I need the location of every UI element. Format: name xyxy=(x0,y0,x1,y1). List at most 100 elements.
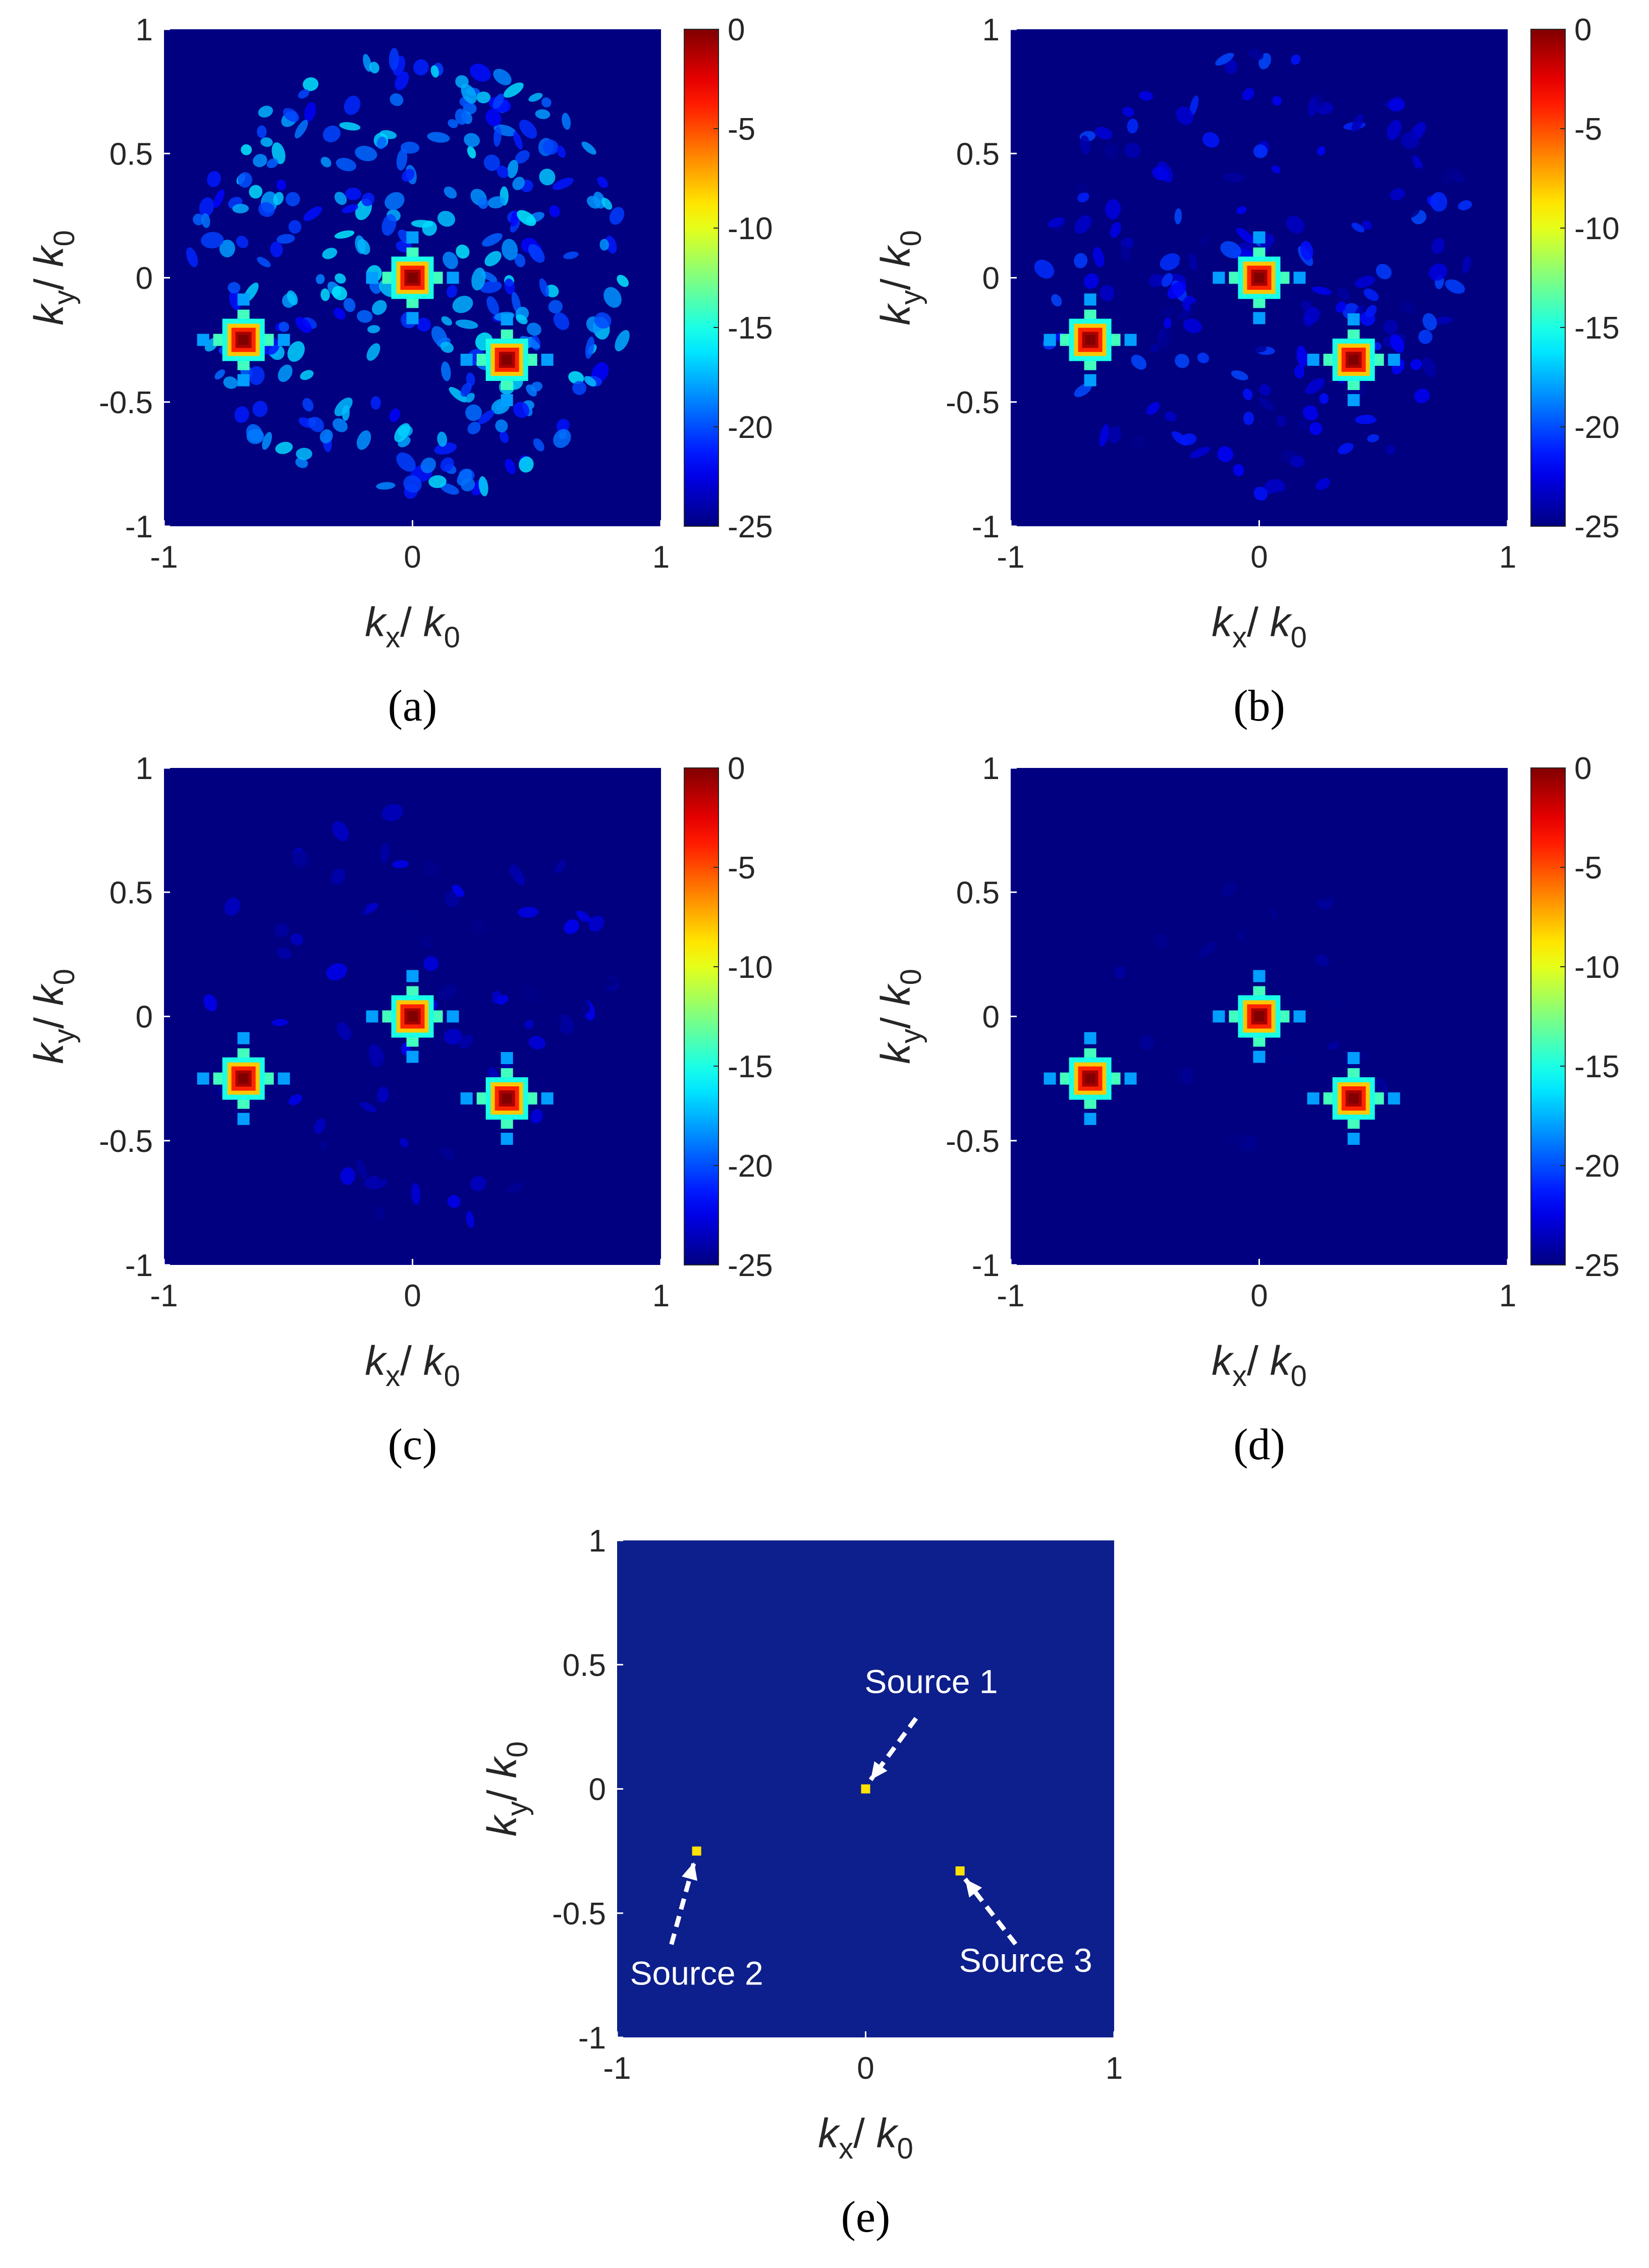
sidelobe-mark xyxy=(1288,988,1298,999)
sidelobe-mark xyxy=(1366,159,1380,169)
x-tick-label: -1 xyxy=(603,2051,631,2086)
sidelobe-mark xyxy=(512,177,525,190)
sidelobe-mark xyxy=(286,192,300,206)
sidelobe-mark xyxy=(1243,1100,1259,1116)
sidelobe-mark xyxy=(1337,288,1350,301)
peak-3 xyxy=(460,1052,554,1145)
sidelobe-mark xyxy=(1302,405,1319,421)
sidelobe-mark xyxy=(1243,389,1253,401)
sidelobe-mark xyxy=(608,1063,625,1079)
colorbar: 0 -5 -10 -15 -20 -25 xyxy=(684,751,773,1283)
sidelobe-mark xyxy=(528,93,543,102)
sidelobe-mark xyxy=(400,1137,409,1148)
sidelobe-mark xyxy=(1249,881,1268,893)
colorbar-tick-label: -10 xyxy=(1574,211,1620,246)
sidelobe-mark xyxy=(1430,192,1448,212)
sidelobe-mark xyxy=(411,1109,424,1132)
peak-sidelobe xyxy=(447,271,459,284)
sidelobe-mark xyxy=(599,978,617,987)
source-1: Source 1 xyxy=(861,1663,998,1794)
sidelobe-mark xyxy=(1074,253,1088,268)
sidelobe-mark xyxy=(533,438,544,452)
sidelobe-mark xyxy=(340,1167,355,1185)
sidelobe-mark xyxy=(1202,132,1220,148)
sidelobe-mark xyxy=(1370,1010,1389,1024)
heatmap-layer xyxy=(1043,869,1400,1158)
sidelobe-mark xyxy=(201,232,224,249)
sidelobe-mark xyxy=(1190,1027,1202,1042)
peak-core xyxy=(1348,355,1359,365)
sidelobe-mark xyxy=(492,93,504,109)
sidelobe-mark xyxy=(1309,422,1323,435)
sidelobe-mark xyxy=(1190,447,1211,459)
sidelobe-mark xyxy=(274,923,289,937)
sidelobe-mark xyxy=(390,93,404,106)
heatmap-layer xyxy=(197,804,625,1228)
sidelobe-mark xyxy=(304,102,316,122)
sidelobe-mark xyxy=(361,192,375,206)
sidelobe-mark xyxy=(270,241,283,257)
sidelobe-mark xyxy=(384,192,405,210)
sidelobe-mark xyxy=(1160,991,1173,1005)
sidelobe-mark xyxy=(539,278,549,297)
peak-core xyxy=(502,355,512,365)
sidelobe-mark xyxy=(293,1169,306,1177)
sidelobe-mark xyxy=(1242,88,1254,100)
sidelobe-mark xyxy=(1222,881,1237,897)
sidelobe-mark xyxy=(1292,907,1309,921)
sidelobe-mark xyxy=(395,71,409,90)
y-axis-label: ky/ k0 xyxy=(26,969,81,1064)
peak-sidelobe xyxy=(278,1072,290,1085)
sidelobe-mark xyxy=(1290,456,1305,468)
sidelobe-mark xyxy=(1219,1080,1229,1098)
sidelobe-mark xyxy=(1292,869,1304,881)
sidelobe-mark xyxy=(275,441,293,454)
sidelobe-mark xyxy=(1199,1139,1210,1151)
sidelobe-mark xyxy=(207,171,221,188)
y-tick-label: 0.5 xyxy=(563,1648,606,1683)
sidelobe-mark xyxy=(465,393,475,403)
sidelobe-mark xyxy=(478,476,488,496)
sidelobe-mark xyxy=(400,1165,414,1180)
sidelobe-mark xyxy=(1376,263,1392,280)
sidelobe-mark xyxy=(373,863,392,883)
sidelobe-mark xyxy=(1146,402,1160,415)
sidelobe-mark xyxy=(465,404,482,421)
sidelobe-mark xyxy=(517,210,536,226)
sidelobe-mark xyxy=(437,210,456,227)
sidelobe-mark xyxy=(1342,906,1358,922)
sidelobe-mark xyxy=(497,165,509,178)
sidelobe-mark xyxy=(1388,98,1405,112)
sidelobe-mark xyxy=(1297,418,1309,430)
sidelobe-mark xyxy=(479,281,502,294)
sidelobe-mark xyxy=(528,244,545,263)
y-axis-label: ky/ k0 xyxy=(873,230,927,325)
sidelobe-mark xyxy=(284,1000,302,1015)
sidelobe-mark xyxy=(1279,1055,1297,1066)
sidelobe-mark xyxy=(1315,954,1330,967)
sidelobe-mark xyxy=(357,1021,376,1036)
sidelobe-mark xyxy=(423,956,439,971)
sidelobe-mark xyxy=(1291,1145,1306,1158)
sidelobe-mark xyxy=(1235,1039,1253,1055)
sidelobe-mark xyxy=(1317,146,1326,156)
sidelobe-mark xyxy=(1167,953,1179,965)
sidelobe-mark xyxy=(493,69,512,85)
sidelobe-mark xyxy=(1347,922,1358,935)
sidelobe-mark xyxy=(1167,281,1187,299)
sidelobe-mark xyxy=(335,911,347,919)
sidelobe-mark xyxy=(430,65,439,78)
sidelobe-mark xyxy=(440,483,459,495)
colorbar: 0 -5 -10 -15 -20 -25 xyxy=(1530,13,1620,544)
peak-core xyxy=(238,1073,249,1084)
sidelobe-mark xyxy=(1340,1000,1352,1012)
heatmap-layer xyxy=(186,47,630,499)
sidelobe-mark xyxy=(1205,991,1216,1004)
peak-sidelobe xyxy=(501,1052,513,1065)
sidelobe-mark xyxy=(513,131,523,150)
y-tick-label: 1 xyxy=(982,13,1000,47)
colorbar-tick-label: -5 xyxy=(728,112,755,147)
sidelobe-mark xyxy=(1400,157,1411,173)
sidelobe-mark xyxy=(1122,106,1134,117)
